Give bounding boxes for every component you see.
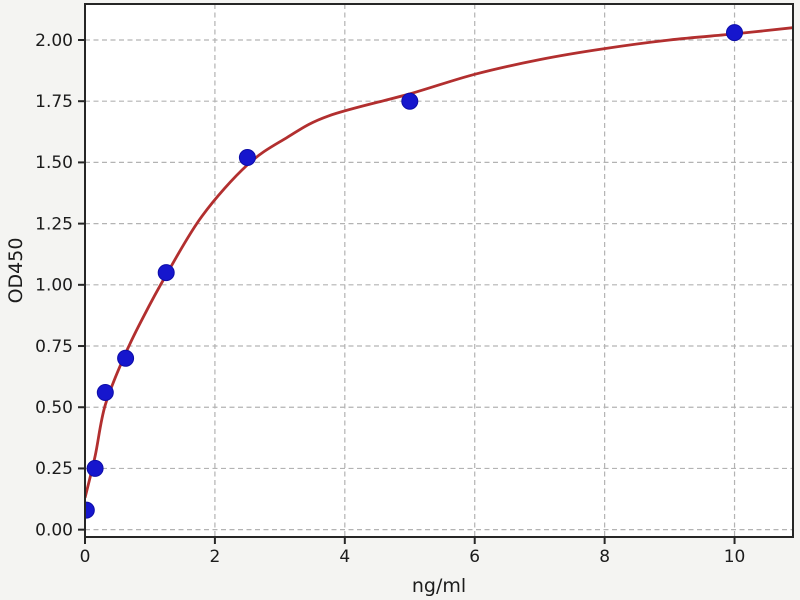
data-point [85, 501, 95, 519]
data-point [157, 264, 175, 282]
y-tick-label: 0.50 [35, 398, 73, 418]
y-tick-label: 1.25 [35, 214, 73, 234]
x-tick-label: 0 [80, 547, 91, 567]
y-tick-label: 0.00 [35, 520, 73, 540]
y-tick-label: 0.25 [35, 459, 73, 479]
data-point [96, 384, 114, 401]
axes-border [84, 3, 794, 538]
y-axis-label: OD450 [5, 238, 27, 304]
data-point [238, 149, 256, 166]
x-tick-label: 6 [469, 547, 480, 567]
x-axis-label: ng/ml [412, 575, 466, 597]
data-layer [85, 24, 793, 519]
y-tick-label: 2.00 [35, 31, 73, 51]
y-tick-label: 1.00 [35, 276, 73, 296]
data-point [726, 24, 743, 42]
data-point [86, 459, 104, 477]
y-tick-label: 1.75 [35, 92, 73, 112]
y-tick-label: 1.50 [35, 153, 73, 173]
data-point [117, 349, 135, 367]
y-tick-label: 0.75 [35, 337, 73, 357]
x-tick-label: 10 [724, 547, 746, 567]
plot-area [85, 4, 793, 537]
x-tick-label: 2 [209, 547, 220, 567]
x-tick-label: 8 [599, 547, 610, 567]
data-point [401, 92, 419, 110]
x-tick-label: 4 [339, 547, 350, 567]
